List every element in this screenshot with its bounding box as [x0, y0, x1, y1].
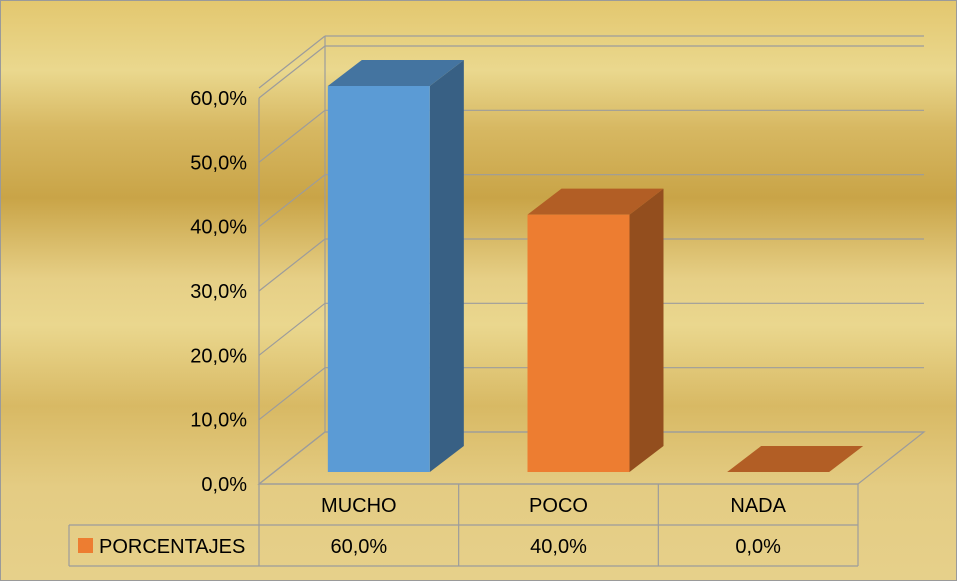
- bar-front-face: [327, 86, 430, 472]
- side-gridline: [258, 174, 326, 228]
- y-tick-label: 20,0%: [190, 345, 247, 367]
- data-label: 0,0%: [735, 536, 781, 558]
- bar-top-face: [727, 446, 864, 472]
- bar-side-face: [429, 60, 464, 472]
- data-label: 40,0%: [530, 536, 587, 558]
- side-gridline-top: [258, 35, 326, 89]
- bar-mucho: [327, 60, 464, 472]
- x-category-label: NADA: [730, 495, 786, 517]
- bar-top-face: [327, 60, 464, 86]
- y-tick-label: 0,0%: [201, 474, 247, 496]
- y-tick-label: 40,0%: [190, 217, 247, 239]
- y-tick-label: 30,0%: [190, 281, 247, 303]
- x-category-label: POCO: [529, 495, 588, 517]
- x-category-label: MUCHO: [321, 495, 397, 517]
- y-axis-ticks: 0,0% 10,0% 20,0% 30,0% 40,0% 50,0% 60,0%: [190, 88, 247, 496]
- y-tick-label: 50,0%: [190, 152, 247, 174]
- y-tick-label: 10,0%: [190, 410, 247, 432]
- bar-poco: [527, 188, 664, 472]
- data-table: MUCHO 60,0% POCO 40,0% NADA 0,0% PORCENTAJES: [68, 483, 859, 567]
- side-gridline: [258, 367, 326, 421]
- side-gridline: [258, 238, 326, 292]
- legend-label: PORCENTAJES: [99, 536, 245, 558]
- side-gridline: [258, 45, 326, 99]
- side-gridline: [258, 302, 326, 356]
- legend-key: [78, 538, 93, 553]
- y-tick-label: 60,0%: [190, 88, 247, 110]
- bar-top-face: [527, 188, 664, 215]
- bars: [327, 60, 864, 472]
- bar-side-face: [629, 188, 664, 472]
- bar-front-face: [527, 214, 630, 472]
- data-label: 60,0%: [330, 536, 387, 558]
- bar-nada: [727, 446, 864, 472]
- side-gridline: [258, 109, 326, 163]
